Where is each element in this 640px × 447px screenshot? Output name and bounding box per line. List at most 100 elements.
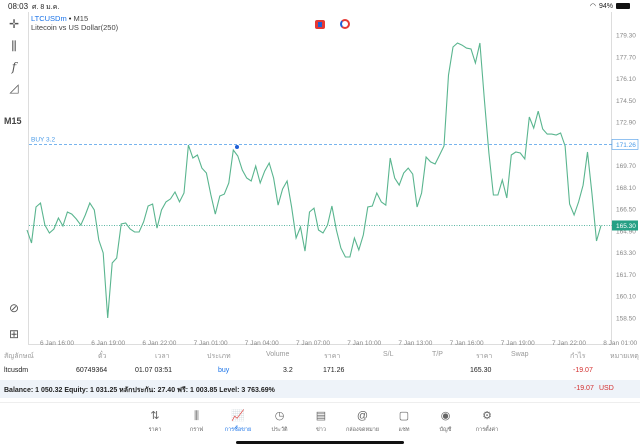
y-tick-label: 166.50 <box>616 207 636 214</box>
nav-label: ข่าว <box>316 427 326 433</box>
currency: USD <box>599 385 614 392</box>
y-tick-label: 158.50 <box>616 316 636 323</box>
zoom-icon[interactable]: ⊘ <box>8 301 20 315</box>
column-header[interactable]: ราคา <box>324 353 341 360</box>
column-header[interactable]: S/L <box>383 351 394 358</box>
timeframe-button[interactable]: M15 <box>4 116 22 126</box>
column-header[interactable]: ประเภท <box>207 353 231 360</box>
current-price-label: 165.30 <box>616 223 636 230</box>
oscillator-icon[interactable] <box>340 19 350 29</box>
chart-icon: ⫼ <box>193 410 200 422</box>
y-tick-label: 169.70 <box>616 163 636 170</box>
chat-icon: ▢ <box>398 410 410 422</box>
history-icon: ◷ <box>274 410 285 422</box>
nav-settings[interactable]: ⚙ การตั้งค่า <box>467 409 507 434</box>
y-tick-label: 163.30 <box>616 250 636 257</box>
battery: ◠ 94% <box>590 2 630 10</box>
battery-icon <box>616 3 630 9</box>
column-header[interactable]: Volume <box>266 351 290 358</box>
x-tick-label: 7 Jan 13:00 <box>398 340 432 347</box>
x-tick-label: 7 Jan 16:00 <box>450 340 484 347</box>
mailbox-icon: @ <box>356 410 369 422</box>
y-tick-label: 172.90 <box>616 120 636 127</box>
candles-icon[interactable]: ⫼ <box>11 39 17 53</box>
cell-type: buy <box>218 367 230 374</box>
price-chart: 179.30 177.70 176.10 174.50 172.90 169.70 168.… <box>26 33 639 347</box>
add-icon[interactable]: ⊞ <box>8 327 20 341</box>
chart-area[interactable] <box>28 12 612 345</box>
cell-open_price: 171.26 <box>323 367 345 374</box>
y-tick-label: 164.90 <box>616 228 636 235</box>
column-header[interactable]: ราคา <box>476 353 493 360</box>
x-tick-label: 7 Jan 22:00 <box>552 340 586 347</box>
nav-label: ประวัติ <box>271 427 288 433</box>
settings-icon: ⚙ <box>482 410 492 422</box>
nav-label: กราฟ <box>189 427 204 433</box>
buy-price-label: 171.26 <box>616 142 636 149</box>
crosshair-icon[interactable]: ✛ <box>8 17 20 31</box>
nav-label: การซื้อขาย <box>224 427 252 433</box>
status-bar: 08:03 ศ. 8 ม.ค. ◠ 94% <box>0 0 640 12</box>
function-icon[interactable]: f <box>11 60 17 74</box>
nav-trade[interactable]: 📈 การซื้อขาย <box>218 409 258 434</box>
left-toolbar: ✛ ⫼ f ◿ M15 ⊘ ⊞ <box>0 12 28 345</box>
symbol-header: LTCUSDm • M15 Litecoin vs US Dollar(250) <box>31 14 119 32</box>
y-tick-label: 174.50 <box>616 98 636 105</box>
nav-chart[interactable]: ⫼ กราฟ <box>177 409 217 434</box>
column-header[interactable]: Swap <box>511 351 529 358</box>
total-profit: -19.07 <box>574 385 594 392</box>
timeframe-label: M15 <box>73 14 89 23</box>
quotes-icon: ⇅ <box>150 410 160 422</box>
nav-label: กล่องจดหมาย <box>345 427 380 433</box>
cell-price: 165.30 <box>470 367 492 374</box>
column-header[interactable]: สัญลักษณ์ <box>4 353 34 360</box>
x-tick-label: 7 Jan 19:00 <box>501 340 535 347</box>
cell-profit: -19.07 <box>573 367 593 374</box>
cell-time: 01.07 03:51 <box>135 367 172 374</box>
balance-bar: Balance: 1 050.32 Equity: 1 031.25 หลักป… <box>0 380 640 398</box>
y-tick-label: 161.70 <box>616 272 636 279</box>
column-header[interactable]: หมายเหตุ <box>610 353 639 360</box>
symbol-name[interactable]: LTCUSDm <box>31 14 67 23</box>
cell-symbol: ltcusdm <box>4 367 29 374</box>
cell-volume: 3.2 <box>283 367 293 374</box>
nav-chat[interactable]: ▢ แชท <box>384 409 424 434</box>
balance-text: Balance: 1 050.32 Equity: 1 031.25 หลักป… <box>4 387 275 394</box>
cell-ticket: 60749364 <box>76 367 108 374</box>
nav-mailbox[interactable]: @ กล่องจดหมาย <box>343 409 383 434</box>
nav-label: การตั้งค่า <box>475 427 499 433</box>
column-header[interactable]: T/P <box>432 351 443 358</box>
nav-account[interactable]: ◉ บัญชี <box>426 409 466 434</box>
nav-quotes[interactable]: ⇅ ราคา <box>135 409 175 434</box>
column-header[interactable]: กำไร <box>570 353 586 360</box>
account-icon: ◉ <box>440 410 451 422</box>
y-tick-label: 177.70 <box>616 54 636 61</box>
column-header[interactable]: ตั๋ว <box>98 353 107 360</box>
indicator-icon[interactable] <box>315 20 325 29</box>
home-indicator[interactable] <box>236 441 404 444</box>
nav-label: แชท <box>398 427 410 433</box>
price-line <box>26 42 602 319</box>
column-header[interactable]: เวลา <box>155 353 170 360</box>
bottom-nav: ⇅ ราคา ⫼ กราฟ 📈 การซื้อขาย ◷ ประวัติ ▤ ข่าว @ กล่อง… <box>0 402 640 438</box>
y-tick-label: 160.10 <box>616 294 636 301</box>
nav-label: บัญชี <box>439 427 452 433</box>
y-tick-label: 179.30 <box>616 33 636 40</box>
x-tick-label: 6 Jan 22:00 <box>142 340 176 347</box>
objects-icon[interactable]: ◿ <box>9 81 19 95</box>
nav-history[interactable]: ◷ ประวัติ <box>260 409 300 434</box>
symbol-description: Litecoin vs US Dollar(250) <box>31 23 119 32</box>
current-price-box <box>612 220 638 231</box>
x-tick-label: 8 Jan 01:00 <box>603 340 637 347</box>
nav-label: ราคา <box>148 427 162 433</box>
trade-icon: 📈 <box>231 410 245 422</box>
x-tick-label: 7 Jan 01:00 <box>194 340 228 347</box>
y-tick-label: 176.10 <box>616 76 636 83</box>
x-tick-label: 6 Jan 16:00 <box>40 340 74 347</box>
date: ศ. 8 ม.ค. <box>32 4 60 11</box>
trade-entry-marker <box>235 145 239 149</box>
nav-news[interactable]: ▤ ข่าว <box>301 409 341 434</box>
wifi-icon: ◠ <box>589 3 596 10</box>
x-tick-label: 7 Jan 07:00 <box>296 340 330 347</box>
news-icon: ▤ <box>315 410 327 422</box>
